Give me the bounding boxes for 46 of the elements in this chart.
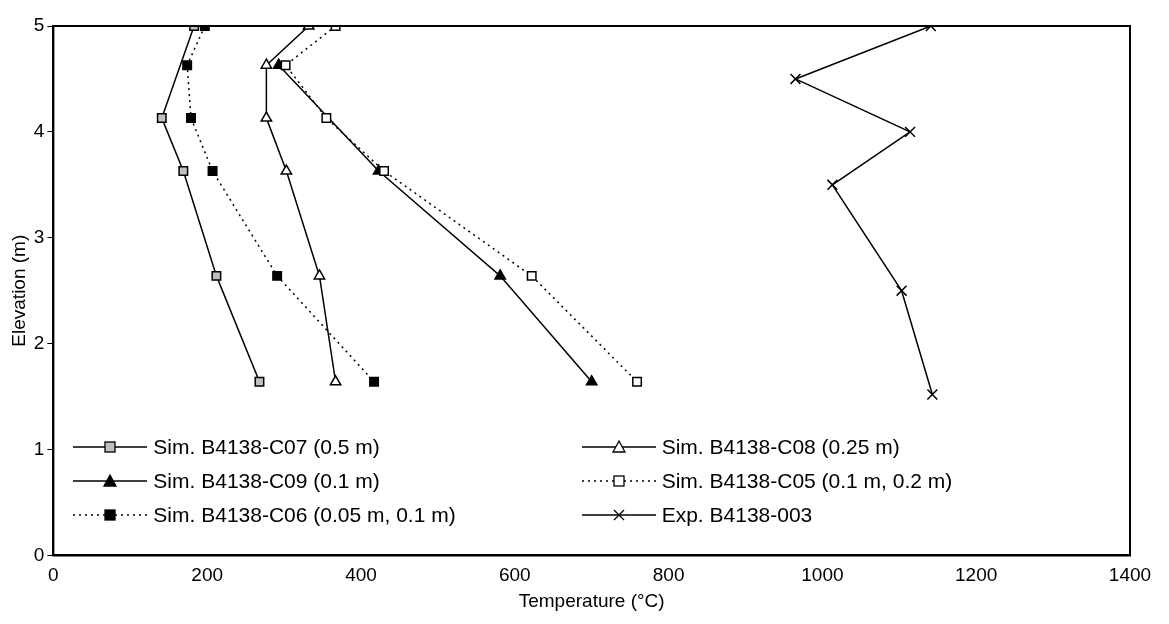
point	[313, 269, 326, 280]
point	[526, 270, 537, 281]
legend-label: Sim. B4138-C09 (0.1 m)	[153, 469, 380, 494]
x-tick-label: 600	[498, 564, 531, 586]
x-tick-label: 0	[48, 564, 59, 586]
y-axis-title: Elevation (m)	[7, 234, 29, 347]
point	[379, 166, 390, 177]
legend-label: Sim. B4138-C08 (0.25 m)	[661, 435, 900, 460]
x-tick-label: 1400	[1108, 564, 1152, 586]
legend-label: Sim. B4138-C05 (0.1 m, 0.2 m)	[661, 469, 953, 494]
point	[826, 179, 839, 191]
y-tick-label: 0	[33, 543, 45, 565]
point	[272, 270, 283, 281]
point	[254, 376, 265, 387]
x-tick-label: 400	[345, 564, 377, 586]
point	[789, 73, 802, 85]
point	[186, 113, 197, 124]
legend-label: Sim. B4138-C07 (0.5 m)	[153, 435, 380, 460]
point	[632, 376, 643, 387]
point	[182, 60, 193, 71]
y-tick-label: 1	[33, 437, 45, 459]
point	[207, 166, 218, 177]
point	[369, 376, 380, 387]
point	[178, 166, 189, 177]
x-tick-label: 1000	[801, 564, 844, 586]
point	[156, 113, 167, 124]
x-tick-label: 1200	[955, 564, 998, 586]
y-tick-label: 3	[33, 225, 45, 247]
legend-label: Sim. B4138-C06 (0.05 m, 0.1 m)	[153, 503, 456, 528]
x-axis-title: Temperature (°C)	[518, 589, 665, 611]
point	[895, 285, 908, 297]
y-tick-label: 5	[33, 14, 45, 36]
point	[280, 60, 291, 71]
point	[926, 388, 939, 401]
point	[280, 164, 293, 175]
point	[904, 126, 916, 138]
y-tick-label: 4	[33, 120, 45, 142]
x-tick-label: 200	[191, 564, 224, 586]
point	[321, 113, 332, 124]
x-tick-label: 800	[652, 564, 685, 586]
point	[494, 269, 507, 280]
point	[211, 270, 222, 281]
legend-label: Exp. B4138-003	[661, 503, 813, 528]
point	[585, 375, 598, 386]
point	[329, 375, 342, 386]
y-tick-label: 2	[33, 331, 45, 353]
